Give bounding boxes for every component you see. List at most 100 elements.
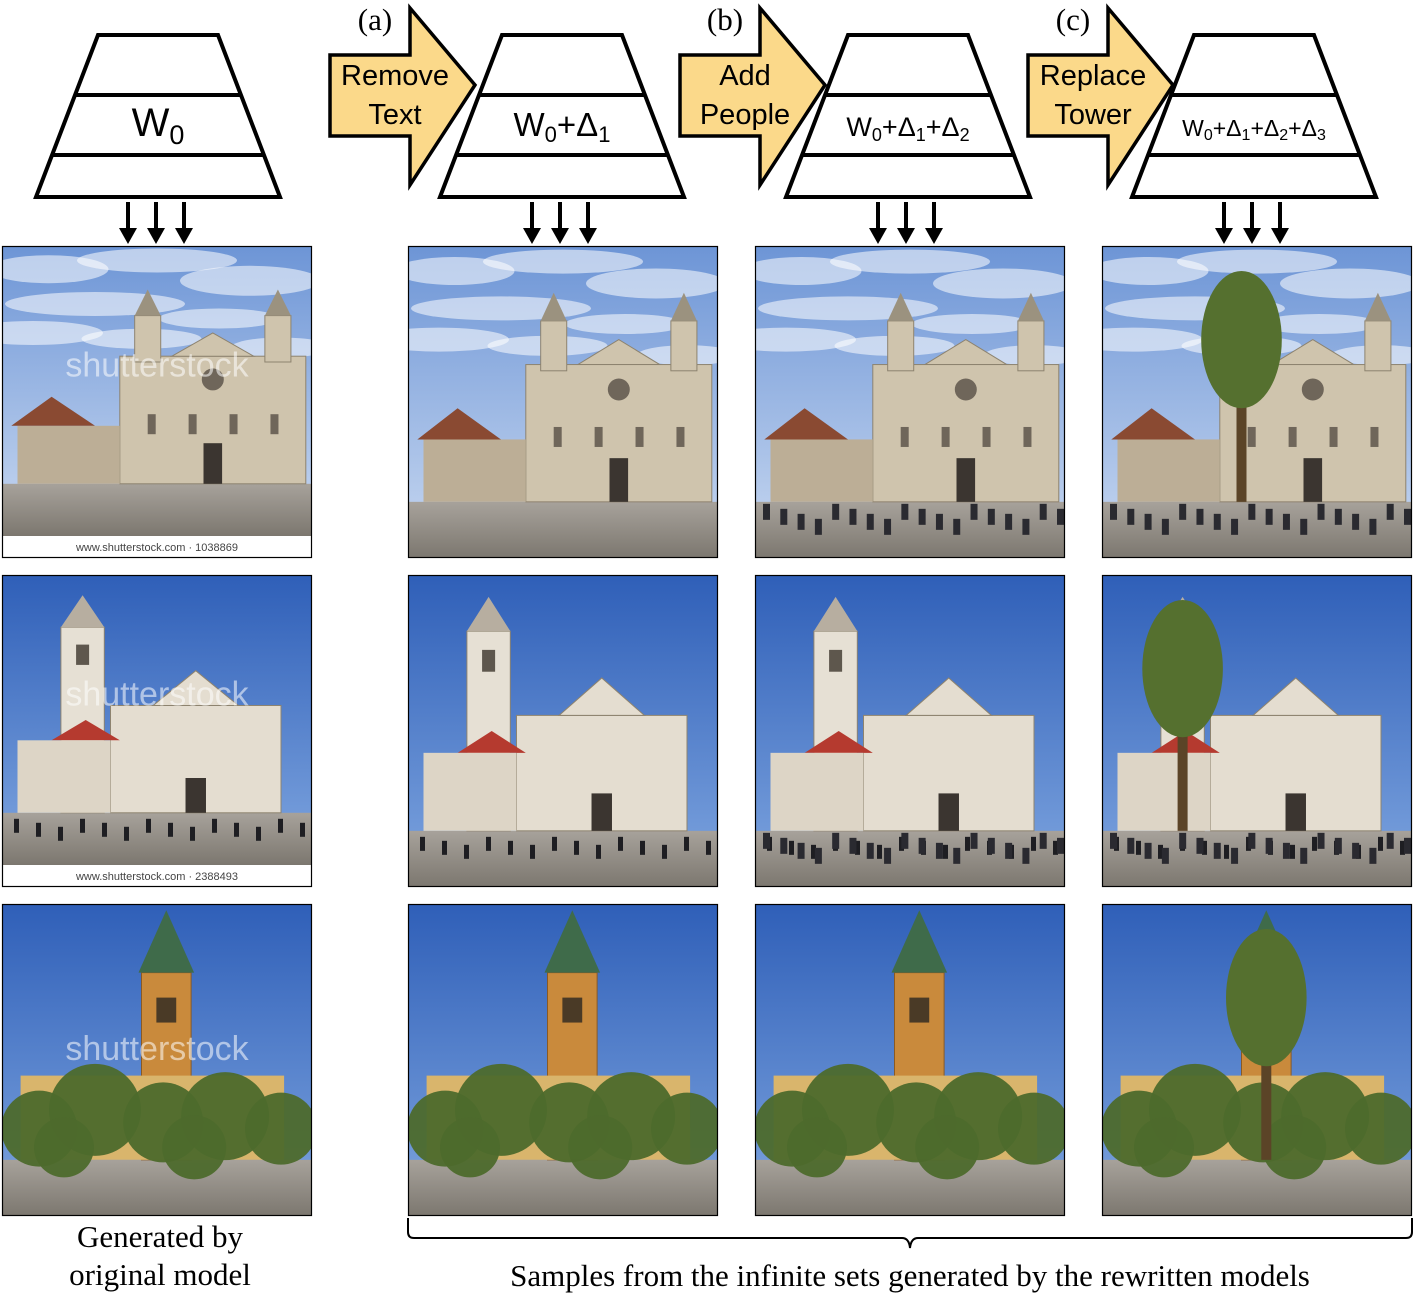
- cloud: [1102, 327, 1203, 352]
- person: [1031, 836, 1036, 851]
- window: [676, 426, 685, 447]
- window: [147, 414, 156, 435]
- added-person: [1213, 842, 1221, 859]
- person: [596, 844, 601, 859]
- image-frame: [1101, 903, 1413, 1217]
- person: [1158, 844, 1163, 859]
- tree-trunk: [1261, 1013, 1272, 1160]
- tower-spire: [540, 292, 567, 321]
- tower-spire: [1364, 292, 1391, 321]
- arrow-head: [175, 228, 193, 244]
- watermark-text: shutterstock: [65, 347, 249, 385]
- gable: [169, 332, 256, 357]
- tree: [34, 1117, 94, 1178]
- gable: [576, 339, 662, 366]
- tree: [162, 1115, 227, 1180]
- rose-window: [201, 368, 224, 391]
- tree: [787, 1117, 847, 1178]
- tree: [245, 1092, 312, 1165]
- person: [662, 844, 667, 859]
- cloud: [1259, 314, 1379, 334]
- cloud: [2, 321, 103, 345]
- added-person: [1022, 518, 1030, 535]
- added-person: [1110, 832, 1117, 849]
- added-person: [970, 832, 978, 849]
- model-label: W0: [132, 101, 185, 150]
- cloud: [180, 265, 312, 296]
- added-person: [832, 503, 840, 520]
- cloud: [77, 248, 237, 273]
- ground: [408, 501, 718, 558]
- model-trapezoid-0: W0: [33, 33, 283, 199]
- added-person: [935, 513, 943, 530]
- sample-image-r1-c0: shutterstock www.shutterstock.com · 23884…: [1, 574, 313, 888]
- added-person: [987, 508, 995, 525]
- added-person: [1352, 842, 1360, 859]
- sample-image-r2-c0: shutterstock: [1, 903, 313, 1217]
- window: [553, 426, 562, 447]
- added-person: [1334, 508, 1342, 525]
- output-arrows: [119, 202, 193, 244]
- added-person: [1005, 513, 1013, 530]
- person: [789, 840, 794, 855]
- added-person: [1057, 508, 1064, 525]
- model-trapezoid-2: W0+Δ1+Δ2: [783, 33, 1033, 199]
- person: [1290, 844, 1295, 859]
- added-person: [953, 847, 961, 864]
- window: [635, 426, 644, 447]
- side-building: [17, 425, 120, 484]
- step-label-line-1: Tower: [1054, 99, 1132, 131]
- added-person: [849, 837, 857, 854]
- model-label: W0+Δ1+Δ2+Δ3: [1182, 115, 1326, 144]
- person: [486, 836, 491, 851]
- added-person: [1039, 832, 1047, 849]
- model-trapezoid-3: W0+Δ1+Δ2+Δ3: [1129, 33, 1379, 199]
- added-person: [1300, 518, 1308, 535]
- person: [1378, 836, 1383, 851]
- step-arrow-shape: [1026, 3, 1176, 191]
- bell-tower: [887, 320, 915, 372]
- added-person: [1196, 837, 1204, 854]
- step-label-line-1: Text: [368, 99, 421, 131]
- ground: [408, 830, 718, 887]
- tree: [1345, 1092, 1412, 1165]
- added-person: [1386, 503, 1394, 520]
- added-person: [780, 837, 788, 854]
- added-person: [935, 842, 943, 859]
- step-label-line-0: Add: [719, 60, 771, 92]
- green-spire: [544, 910, 601, 973]
- added-person: [1317, 503, 1325, 520]
- arrow-head: [1243, 228, 1261, 244]
- person: [14, 818, 19, 833]
- person: [1202, 840, 1207, 855]
- replacement-tree: [1201, 270, 1282, 409]
- tower-spire: [670, 292, 697, 321]
- tower-spire: [134, 289, 161, 316]
- added-person: [797, 513, 805, 530]
- door: [1285, 793, 1306, 831]
- added-person: [814, 847, 822, 864]
- tree: [651, 1092, 718, 1165]
- step-letter: (a): [358, 2, 392, 37]
- person: [58, 826, 63, 841]
- added-person: [1404, 837, 1411, 854]
- output-arrows: [1215, 202, 1289, 244]
- model-row: W0 W0+Δ1 Remove Text (a) W0+Δ1+Δ2 Add People (b)…: [33, 2, 1379, 244]
- tree: [998, 1092, 1065, 1165]
- gable: [1270, 339, 1356, 366]
- ground: [755, 501, 1065, 558]
- person: [168, 822, 173, 837]
- tower-spire: [264, 289, 291, 316]
- bell-tower: [264, 315, 292, 363]
- image-frame: [407, 574, 719, 888]
- person: [706, 840, 711, 855]
- image-frame: [1101, 574, 1413, 888]
- roof: [764, 408, 848, 440]
- image-frame: [1101, 245, 1413, 559]
- step-arrow-shape: [678, 3, 828, 191]
- original-caption-line2: original model: [69, 1257, 251, 1292]
- side-chapel: [17, 740, 111, 813]
- cloud: [912, 314, 1032, 334]
- added-person: [1127, 837, 1135, 854]
